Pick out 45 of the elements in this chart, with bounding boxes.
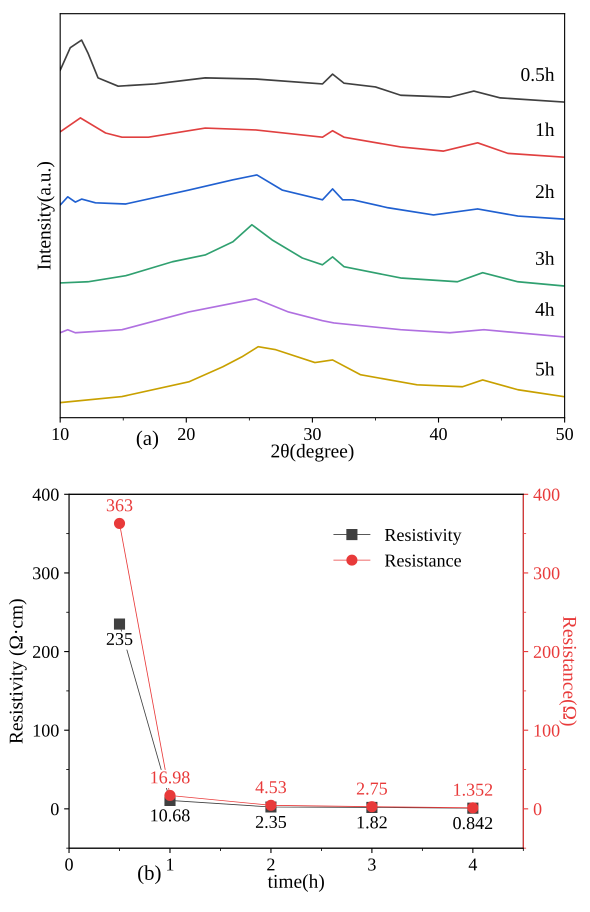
text: (b) — [138, 865, 161, 884]
legend-label: Resistivity — [384, 528, 462, 545]
x-tick-label: 3 — [368, 858, 376, 871]
y-tick-label: 300 — [33, 567, 59, 580]
data-label: 16.98 — [151, 771, 190, 784]
data-label: 1.352 — [454, 784, 492, 796]
y2-tick-label: 400 — [533, 488, 560, 501]
y-tick-label: 200 — [33, 646, 59, 658]
x-tick-label: 0 — [65, 858, 73, 871]
series-label: 3h — [536, 251, 554, 265]
y2-tick-label: 200 — [534, 646, 560, 658]
y-tick-label: 100 — [34, 724, 59, 737]
text: (a) — [136, 430, 158, 450]
data-label: 4.53 — [255, 781, 286, 794]
data-label: 0.842 — [453, 817, 492, 830]
y2-tick-label: 0 — [534, 803, 542, 816]
data-label: 235 — [106, 632, 132, 646]
y2-tick-label: 300 — [534, 567, 560, 580]
y2-tick-label: 100 — [534, 724, 560, 737]
series-label: 0.5h — [521, 67, 554, 82]
x-axis-title: time(h) — [268, 874, 324, 892]
x-tick-label: 50 — [556, 428, 573, 440]
x-tick-label: 10 — [52, 428, 69, 440]
data-label: 1.82 — [358, 816, 387, 829]
data-label: 2.75 — [356, 782, 387, 795]
y-axis-title: Intensity(a.u.) — [36, 162, 55, 270]
data-label: 2.35 — [256, 816, 286, 828]
legend-label: Resistance — [384, 554, 461, 567]
y-tick-label: 400 — [32, 488, 59, 501]
series-label: 5h — [536, 362, 554, 376]
x-tick-label: 2 — [267, 858, 274, 870]
data-label: 363 — [106, 499, 132, 512]
series-label: 4h — [535, 302, 554, 316]
x-axis-title: 2θ(degree) — [271, 444, 354, 462]
x-tick-label: 20 — [178, 428, 195, 440]
series-label: 1h — [536, 122, 554, 136]
y-axis-title: Resistivity (Ω·cm) — [8, 599, 27, 744]
y-tick-label: 0 — [50, 803, 59, 816]
data-label: 10.68 — [151, 809, 190, 822]
y2-axis-title: Resistance(Ω) — [559, 616, 577, 726]
x-tick-label: 30 — [304, 428, 321, 440]
series-label: 2h — [536, 184, 554, 198]
x-tick-label: 1 — [167, 858, 174, 870]
x-tick-label: 4 — [468, 858, 478, 870]
x-tick-label: 40 — [430, 428, 447, 440]
